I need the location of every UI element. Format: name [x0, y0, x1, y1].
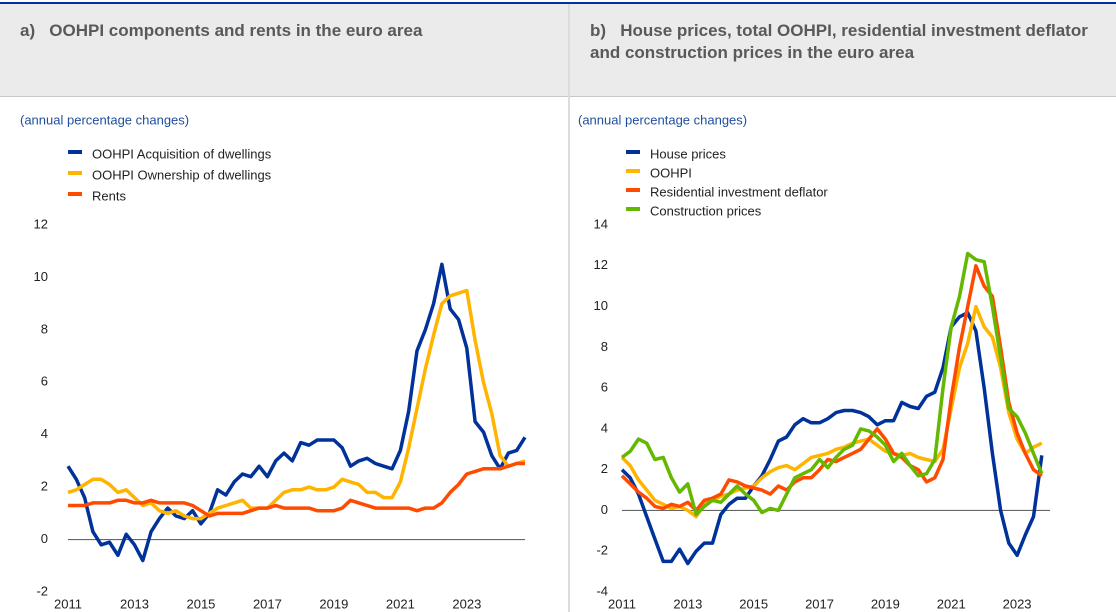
panel-title: a) OOHPI components and rents in the eur… [0, 4, 568, 96]
legend-label: Rents [92, 188, 126, 203]
x-tick-label: 2013 [120, 596, 149, 611]
x-tick-label: 2017 [253, 596, 282, 611]
series-line [620, 310, 1044, 566]
y-tick-label: 12 [594, 257, 608, 272]
x-tick-label: 2021 [937, 596, 966, 611]
y-tick-label: 0 [601, 502, 608, 517]
y-tick-label: 12 [34, 216, 48, 231]
series-line [620, 304, 1043, 519]
x-tick-label: 2023 [452, 596, 481, 611]
series-line [66, 262, 527, 563]
header-rule [0, 96, 1116, 97]
y-tick-label: -2 [596, 543, 608, 558]
legend-label: OOHPI Ownership of dwellings [92, 167, 272, 182]
x-tick-label: 2013 [673, 596, 702, 611]
y-tick-label: 10 [34, 269, 48, 284]
top-rule [0, 2, 1116, 4]
x-tick-label: 2015 [186, 596, 215, 611]
y-tick-label: 14 [594, 216, 608, 231]
x-tick-label: 2011 [54, 596, 82, 611]
y-tick-label: 6 [601, 380, 608, 395]
series-line [67, 288, 526, 521]
x-tick-label: 2011 [608, 596, 636, 611]
legend-label: Construction prices [650, 203, 762, 218]
series-line [68, 461, 525, 518]
x-tick-label: 2019 [319, 596, 348, 611]
legend-label: Residential investment deflator [650, 184, 828, 199]
x-tick-label: 2023 [1003, 596, 1032, 611]
legend-label: OOHPI Acquisition of dwellings [92, 146, 272, 161]
x-tick-label: 2017 [805, 596, 834, 611]
panel-title: b) House prices, total OOHPI, residentia… [570, 4, 1116, 96]
legend-label: House prices [650, 146, 726, 161]
y-tick-label: 2 [601, 461, 608, 476]
y-tick-label: 4 [601, 420, 608, 435]
series-line [620, 251, 1044, 517]
subtitle: (annual percentage changes) [20, 112, 189, 127]
x-tick-label: 2019 [871, 596, 900, 611]
x-tick-label: 2021 [386, 596, 415, 611]
y-tick-label: 0 [41, 531, 48, 546]
y-tick-label: 4 [41, 426, 48, 441]
y-tick-label: 6 [41, 374, 48, 389]
panel-divider [568, 4, 570, 612]
y-tick-label: 8 [41, 321, 48, 336]
legend-label: OOHPI [650, 165, 692, 180]
y-tick-label: 2 [41, 479, 48, 494]
y-tick-label: 10 [594, 298, 608, 313]
series-line [620, 264, 1043, 513]
y-tick-label: -4 [596, 583, 608, 598]
x-tick-label: 2015 [739, 596, 768, 611]
y-tick-label: -2 [36, 583, 48, 598]
y-tick-label: 8 [601, 339, 608, 354]
subtitle: (annual percentage changes) [578, 112, 747, 127]
